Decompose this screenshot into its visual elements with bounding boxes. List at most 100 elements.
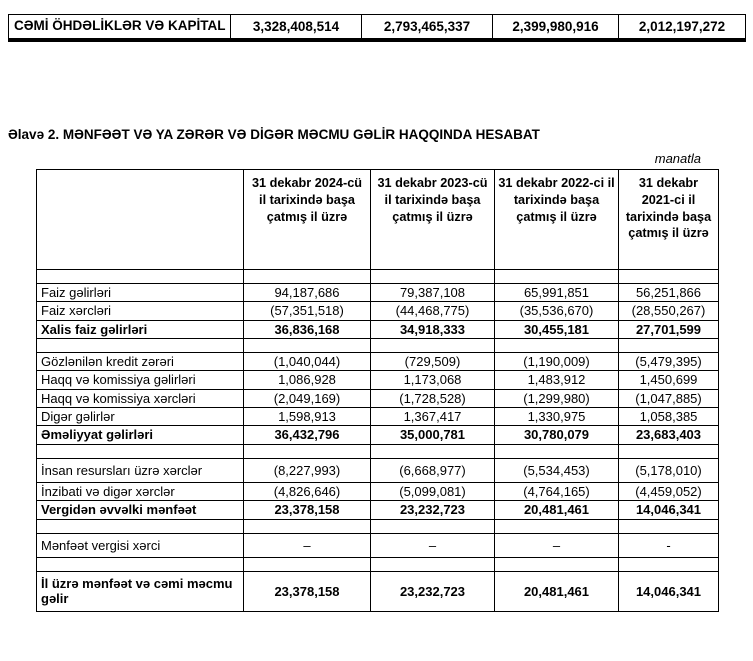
- row-value-2023: (1,728,528): [370, 388, 495, 408]
- header-period-2022: 31 dekabr 2022-ci il tarixində başa çatm…: [494, 169, 619, 270]
- row-label: İnzibati və digər xərclər: [36, 481, 244, 502]
- row-value-2022: [494, 443, 619, 459]
- table-row: [36, 518, 719, 534]
- row-label: [36, 443, 244, 459]
- row-label: Digər gəlirlər: [36, 406, 244, 427]
- row-value-2024: –: [243, 532, 371, 558]
- table-row: İl üzrə mənfəət və cəmi məcmu gəlir 23,3…: [36, 570, 719, 612]
- row-value-2023: (5,099,081): [370, 481, 495, 502]
- row-value-2021: 1,450,699: [618, 370, 719, 390]
- row-value-2022: –: [494, 532, 619, 558]
- total-value-2024: 3,328,408,514: [230, 13, 362, 41]
- liabilities-capital-row: CƏMİ ÖHDƏLİKLƏR VƏ KAPİTAL 3,328,408,514…: [8, 13, 746, 41]
- row-value-2022: (35,536,670): [494, 301, 619, 321]
- row-value-2022: 1,330,975: [494, 406, 619, 427]
- row-value-2023: (729,509): [370, 351, 495, 372]
- row-value-2024: 36,836,168: [243, 319, 371, 339]
- row-value-2023: [370, 556, 495, 572]
- row-value-2021: [618, 337, 719, 353]
- row-value-2024: [243, 337, 371, 353]
- table-row: Vergidən əvvəlki mənfəət 23,378,158 23,2…: [36, 500, 719, 520]
- row-value-2022: [494, 269, 619, 284]
- row-label: [36, 269, 244, 284]
- row-value-2023: 35,000,781: [370, 425, 495, 445]
- table-row: Mənfəət vergisi xərci – – – -: [36, 532, 719, 558]
- row-label: Gözlənilən kredit zərəri: [36, 351, 244, 372]
- row-value-2021: 56,251,866: [618, 282, 719, 303]
- table-row: Faiz xərcləri (57,351,518) (44,468,775) …: [36, 301, 719, 321]
- row-label: [36, 337, 244, 353]
- row-value-2022: [494, 337, 619, 353]
- row-label: Əməliyyat gəlirləri: [36, 425, 244, 445]
- table-row: Faiz gəlirləri 94,187,686 79,387,108 65,…: [36, 282, 719, 303]
- row-value-2022: 30,780,079: [494, 425, 619, 445]
- row-value-2021: (5,479,395): [618, 351, 719, 372]
- section-heading: Əlavə 2. MƏNFƏƏT VƏ YA ZƏRƏR VƏ DİGƏR MƏ…: [8, 127, 540, 142]
- row-value-2021: 27,701,599: [618, 319, 719, 339]
- row-value-2024: (4,826,646): [243, 481, 371, 502]
- row-value-2021: (28,550,267): [618, 301, 719, 321]
- row-value-2023: –: [370, 532, 495, 558]
- row-label: İnsan resursları üzrə xərclər: [36, 457, 244, 483]
- row-value-2022: (1,190,009): [494, 351, 619, 372]
- row-value-2022: [494, 556, 619, 572]
- income-table-header-row: 31 dekabr 2024-cü il tarixində başa çatm…: [36, 169, 719, 270]
- row-value-2021: 23,683,403: [618, 425, 719, 445]
- row-value-2023: [370, 518, 495, 534]
- header-period-2023: 31 dekabr 2023-cü il tarixində başa çatm…: [370, 169, 495, 270]
- row-label: Haqq və komissiya xərcləri: [36, 388, 244, 408]
- row-value-2023: 1,173,068: [370, 370, 495, 390]
- row-value-2022: [494, 518, 619, 534]
- row-value-2024: [243, 518, 371, 534]
- row-label: İl üzrə mənfəət və cəmi məcmu gəlir: [36, 570, 244, 612]
- row-value-2022: (1,299,980): [494, 388, 619, 408]
- row-value-2023: [370, 443, 495, 459]
- total-value-2021: 2,012,197,272: [618, 13, 746, 41]
- row-value-2022: 65,991,851: [494, 282, 619, 303]
- row-value-2021: 1,058,385: [618, 406, 719, 427]
- row-label: Faiz gəlirləri: [36, 282, 244, 303]
- header-period-2024: 31 dekabr 2024-cü il tarixində başa çatm…: [243, 169, 371, 270]
- row-value-2023: 79,387,108: [370, 282, 495, 303]
- total-value-2023: 2,793,465,337: [361, 13, 493, 41]
- row-value-2021: (4,459,052): [618, 481, 719, 502]
- row-value-2024: (8,227,993): [243, 457, 371, 483]
- row-value-2024: 94,187,686: [243, 282, 371, 303]
- row-value-2024: [243, 269, 371, 284]
- row-value-2024: 1,598,913: [243, 406, 371, 427]
- row-value-2023: 23,232,723: [370, 570, 495, 612]
- row-value-2021: [618, 556, 719, 572]
- row-value-2021: 14,046,341: [618, 500, 719, 520]
- row-value-2024: 23,378,158: [243, 500, 371, 520]
- table-row: [36, 337, 719, 353]
- table-row: [36, 269, 719, 284]
- row-value-2022: (4,764,165): [494, 481, 619, 502]
- row-value-2024: [243, 443, 371, 459]
- row-label: [36, 556, 244, 572]
- row-value-2022: 30,455,181: [494, 319, 619, 339]
- row-value-2021: 14,046,341: [618, 570, 719, 612]
- row-value-2023: [370, 337, 495, 353]
- row-value-2023: (44,468,775): [370, 301, 495, 321]
- table-row: Gözlənilən kredit zərəri (1,040,044) (72…: [36, 351, 719, 372]
- row-label: Mənfəət vergisi xərci: [36, 532, 244, 558]
- table-row: [36, 443, 719, 459]
- row-value-2021: (5,178,010): [618, 457, 719, 483]
- row-value-2024: 36,432,796: [243, 425, 371, 445]
- row-value-2021: [618, 443, 719, 459]
- row-value-2021: (1,047,885): [618, 388, 719, 408]
- table-row: Xalis faiz gəlirləri 36,836,168 34,918,3…: [36, 319, 719, 339]
- row-value-2022: (5,534,453): [494, 457, 619, 483]
- liabilities-capital-table: CƏMİ ÖHDƏLİKLƏR VƏ KAPİTAL 3,328,408,514…: [8, 13, 746, 42]
- table-row: Haqq və komissiya xərcləri (2,049,169) (…: [36, 388, 719, 408]
- row-label: Vergidən əvvəlki mənfəət: [36, 500, 244, 520]
- row-value-2023: 23,232,723: [370, 500, 495, 520]
- row-value-2024: (1,040,044): [243, 351, 371, 372]
- row-value-2023: 1,367,417: [370, 406, 495, 427]
- table-row: [36, 556, 719, 572]
- row-label: Haqq və komissiya gəlirləri: [36, 370, 244, 390]
- row-label: Xalis faiz gəlirləri: [36, 319, 244, 339]
- table-row: İnzibati və digər xərclər (4,826,646) (5…: [36, 481, 719, 502]
- row-value-2022: 20,481,461: [494, 570, 619, 612]
